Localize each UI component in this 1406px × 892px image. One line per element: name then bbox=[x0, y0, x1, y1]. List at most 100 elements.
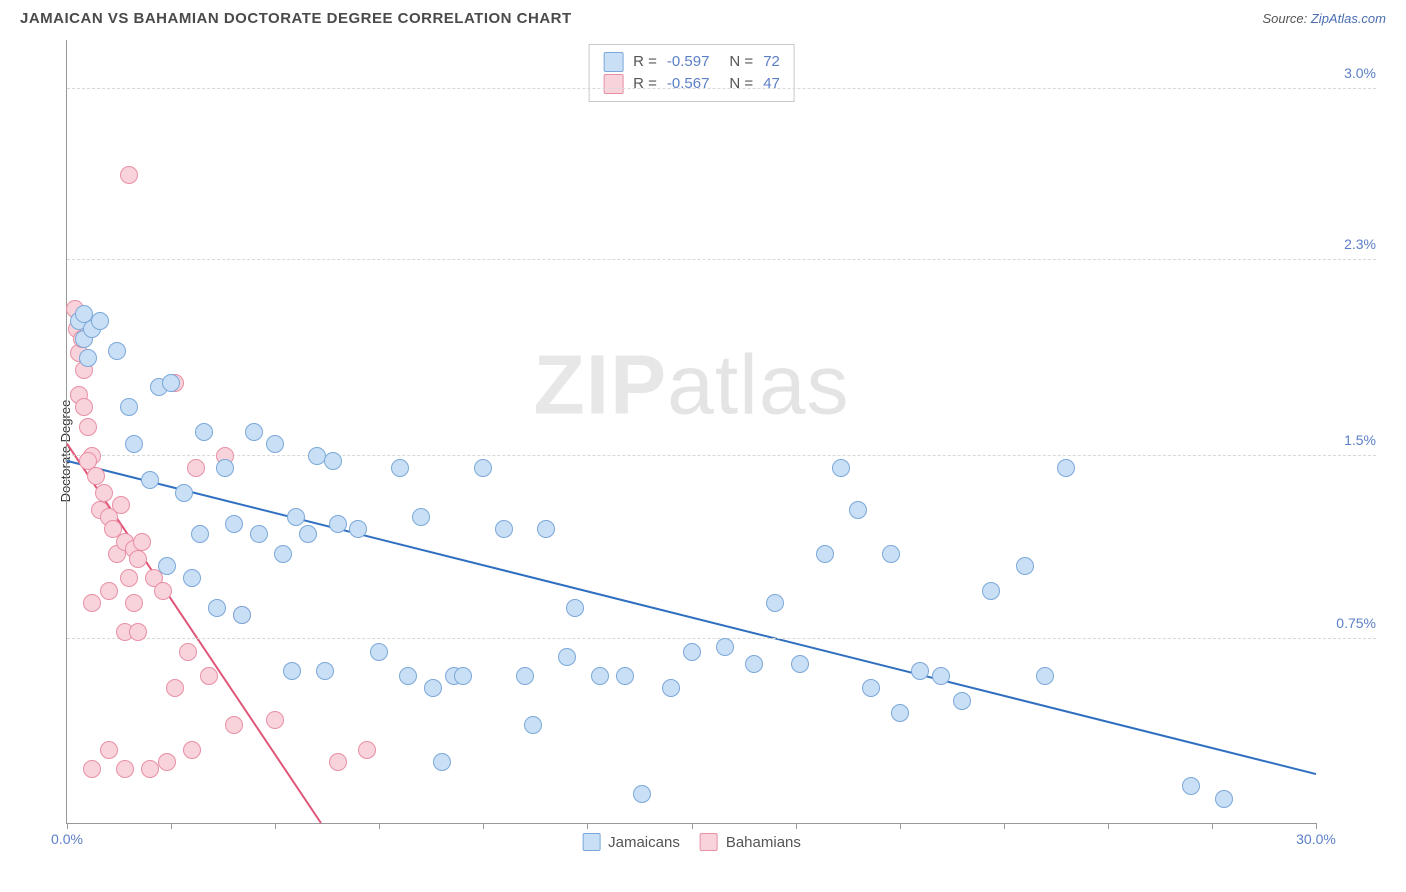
scatter-point bbox=[274, 545, 292, 563]
scatter-point bbox=[200, 667, 218, 685]
stat-n-value: 47 bbox=[763, 73, 780, 95]
scatter-point bbox=[158, 557, 176, 575]
legend-swatch bbox=[603, 74, 623, 94]
x-tick bbox=[900, 823, 901, 829]
legend-swatch bbox=[603, 52, 623, 72]
x-tick-label: 0.0% bbox=[51, 831, 83, 847]
scatter-point bbox=[862, 679, 880, 697]
legend-label: Jamaicans bbox=[608, 834, 680, 851]
scatter-point bbox=[982, 582, 1000, 600]
source-attribution: Source: ZipAtlas.com bbox=[1262, 11, 1386, 26]
scatter-point bbox=[616, 667, 634, 685]
scatter-point bbox=[766, 594, 784, 612]
scatter-point bbox=[454, 667, 472, 685]
stat-n-label: N = bbox=[729, 73, 753, 95]
scatter-point bbox=[1016, 557, 1034, 575]
y-tick-label: 1.5% bbox=[1344, 432, 1376, 448]
scatter-point bbox=[120, 166, 138, 184]
correlation-stats-box: R = -0.597N = 72R = -0.567 N = 47 bbox=[588, 44, 795, 102]
scatter-point bbox=[716, 638, 734, 656]
scatter-point bbox=[162, 374, 180, 392]
scatter-point bbox=[100, 741, 118, 759]
x-tick bbox=[67, 823, 68, 829]
chart-container: Doctorate Degree ZIPatlas R = -0.597N = … bbox=[20, 40, 1386, 862]
x-tick-label: 30.0% bbox=[1296, 831, 1336, 847]
scatter-point bbox=[391, 459, 409, 477]
stats-row: R = -0.597N = 72 bbox=[603, 51, 780, 73]
scatter-point bbox=[932, 667, 950, 685]
scatter-point bbox=[233, 606, 251, 624]
x-tick bbox=[796, 823, 797, 829]
scatter-point bbox=[75, 398, 93, 416]
scatter-point bbox=[154, 582, 172, 600]
x-tick bbox=[483, 823, 484, 829]
scatter-point bbox=[266, 435, 284, 453]
scatter-point bbox=[370, 643, 388, 661]
x-tick bbox=[1212, 823, 1213, 829]
y-tick-label: 2.3% bbox=[1344, 236, 1376, 252]
scatter-point bbox=[133, 533, 151, 551]
gridline bbox=[67, 455, 1376, 456]
source-link[interactable]: ZipAtlas.com bbox=[1311, 11, 1386, 26]
scatter-point bbox=[424, 679, 442, 697]
scatter-point bbox=[266, 711, 284, 729]
scatter-point bbox=[183, 569, 201, 587]
scatter-point bbox=[412, 508, 430, 526]
watermark: ZIPatlas bbox=[533, 336, 849, 433]
stats-row: R = -0.567N = 47 bbox=[603, 73, 780, 95]
scatter-point bbox=[633, 785, 651, 803]
scatter-point bbox=[87, 467, 105, 485]
scatter-point bbox=[591, 667, 609, 685]
trend-line bbox=[67, 461, 1316, 774]
scatter-point bbox=[433, 753, 451, 771]
y-tick-label: 3.0% bbox=[1344, 65, 1376, 81]
scatter-point bbox=[349, 520, 367, 538]
x-tick bbox=[1108, 823, 1109, 829]
scatter-point bbox=[225, 716, 243, 734]
series-legend: Jamaicans Bahamians bbox=[582, 833, 801, 851]
stat-r-value: -0.567 bbox=[667, 73, 710, 95]
scatter-point bbox=[566, 599, 584, 617]
scatter-point bbox=[250, 525, 268, 543]
x-tick bbox=[171, 823, 172, 829]
scatter-point bbox=[141, 760, 159, 778]
scatter-point bbox=[120, 398, 138, 416]
scatter-point bbox=[287, 508, 305, 526]
scatter-point bbox=[187, 459, 205, 477]
scatter-point bbox=[245, 423, 263, 441]
legend-item: Bahamians bbox=[700, 833, 801, 851]
x-tick bbox=[379, 823, 380, 829]
scatter-point bbox=[183, 741, 201, 759]
scatter-point bbox=[329, 753, 347, 771]
scatter-point bbox=[558, 648, 576, 666]
scatter-point bbox=[516, 667, 534, 685]
legend-swatch bbox=[700, 833, 718, 851]
stat-r-value: -0.597 bbox=[667, 51, 710, 73]
scatter-point bbox=[524, 716, 542, 734]
stat-n-value: 72 bbox=[763, 51, 780, 73]
scatter-point bbox=[116, 760, 134, 778]
scatter-point bbox=[1182, 777, 1200, 795]
scatter-point bbox=[95, 484, 113, 502]
scatter-point bbox=[683, 643, 701, 661]
x-tick bbox=[692, 823, 693, 829]
scatter-point bbox=[495, 520, 513, 538]
scatter-point bbox=[216, 459, 234, 477]
gridline bbox=[67, 88, 1376, 89]
scatter-point bbox=[166, 679, 184, 697]
scatter-point bbox=[208, 599, 226, 617]
scatter-point bbox=[79, 418, 97, 436]
legend-swatch bbox=[582, 833, 600, 851]
scatter-point bbox=[283, 662, 301, 680]
scatter-point bbox=[882, 545, 900, 563]
x-tick bbox=[275, 823, 276, 829]
scatter-point bbox=[141, 471, 159, 489]
stat-r-label: R = bbox=[633, 51, 657, 73]
scatter-point bbox=[112, 496, 130, 514]
scatter-point bbox=[83, 594, 101, 612]
scatter-point bbox=[1215, 790, 1233, 808]
scatter-point bbox=[316, 662, 334, 680]
scatter-point bbox=[308, 447, 326, 465]
scatter-point bbox=[299, 525, 317, 543]
scatter-point bbox=[125, 594, 143, 612]
